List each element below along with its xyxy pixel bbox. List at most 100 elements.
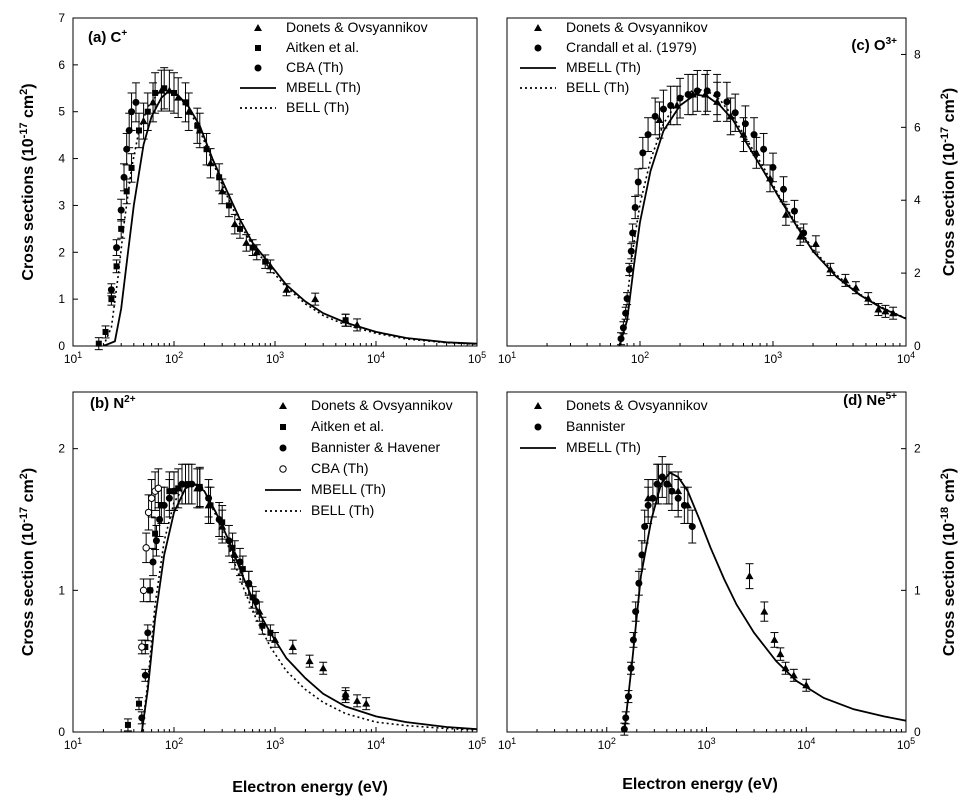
legend-triangle — [254, 24, 262, 31]
legend-label: BELL (Th) — [286, 99, 349, 115]
data-point-triangle — [288, 643, 297, 650]
x-tick-label: 105 — [468, 736, 486, 752]
data-point-circle — [152, 537, 160, 545]
data-point-square — [124, 721, 131, 728]
data-point-triangle — [230, 220, 239, 228]
data-point-circle — [635, 579, 643, 587]
data-point-circle — [625, 265, 633, 273]
x-tick-label: 103 — [764, 350, 782, 366]
data-point-circle — [780, 185, 788, 193]
data-point-triangle — [726, 112, 735, 120]
data-point-square — [118, 225, 125, 232]
legend-circle — [254, 64, 262, 72]
data-point-circle — [651, 112, 659, 120]
x-tick-label: 103 — [266, 736, 284, 752]
y-tick-label: 2 — [58, 245, 65, 259]
legend-label: MBELL (Th) — [286, 79, 361, 95]
x-tick-label: 104 — [897, 350, 915, 366]
x-tick-label: 101 — [64, 736, 82, 752]
data-point-triangle — [353, 696, 362, 704]
x-tick-label: 104 — [367, 350, 385, 366]
x-tick-label: 105 — [897, 736, 915, 752]
data-point-square — [102, 328, 109, 335]
data-point-open-circle — [144, 508, 153, 517]
legend-square — [280, 424, 286, 430]
data-point-circle — [113, 244, 121, 252]
data-point-circle — [790, 207, 798, 215]
data-point-square — [225, 202, 232, 209]
data-point-circle — [659, 105, 667, 113]
y-tick-label: 4 — [58, 152, 65, 166]
data-point-triangle — [781, 210, 790, 218]
x-tick-label: 105 — [468, 350, 486, 366]
data-point-open-circle — [147, 494, 156, 502]
legend-label: Bannister & Havener — [311, 439, 441, 455]
panel-3: 101 102 103 104 105 0 1 2 Cross section (10-17 c… — [18, 391, 486, 752]
data-point-triangle — [811, 239, 820, 247]
legend-triangle — [534, 402, 542, 409]
xlabel-b: Electron energy (eV) — [622, 776, 778, 793]
data-point-triangle — [655, 116, 664, 124]
data-point-triangle — [311, 295, 320, 303]
data-point-triangle — [319, 664, 328, 672]
y-tick-label: 1 — [914, 583, 921, 597]
data-point-circle — [128, 108, 136, 116]
series-line-dotted — [618, 88, 906, 346]
data-point-triangle — [305, 657, 314, 665]
legend-label: Crandall et al. (1979) — [566, 39, 697, 55]
data-point-circle — [688, 523, 696, 531]
panel-1: 101 102 103 104 105 0 1 2 3 4 5 6 7 Cross sections (1… — [18, 11, 486, 366]
data-point-circle — [641, 523, 649, 531]
data-point-triangle — [362, 699, 371, 707]
y-tick-label: 0 — [58, 339, 65, 353]
data-point-circle — [667, 101, 675, 109]
y-tick-label: 2 — [58, 442, 65, 456]
data-point-square — [342, 317, 349, 324]
panel-label: (a) C+ — [88, 28, 127, 46]
data-point-triangle — [776, 650, 785, 658]
data-point-circle — [684, 91, 692, 99]
data-point-triangle — [760, 607, 769, 615]
data-point-square — [194, 122, 201, 129]
y-tick-label: 4 — [914, 193, 921, 207]
legend-label: MBELL (Th) — [311, 481, 386, 497]
data-point-circle — [663, 480, 671, 488]
y-tick-label: 1 — [58, 292, 65, 306]
legend-triangle — [534, 24, 542, 31]
x-tick-label: 102 — [165, 350, 183, 366]
xlabel-a: Electron energy (eV) — [232, 779, 388, 796]
y-tick-label: 2 — [914, 266, 921, 280]
legend-label: CBA (Th) — [311, 460, 369, 476]
legend-label: BELL (Th) — [566, 79, 629, 95]
data-point-circle — [165, 494, 173, 502]
data-point-triangle — [255, 607, 264, 615]
legend-triangle — [279, 402, 287, 409]
data-point-circle — [644, 501, 652, 509]
data-point-square — [259, 622, 266, 629]
data-point-circle — [170, 487, 178, 495]
panel-label: (b) N2+ — [90, 394, 136, 412]
y-tick-label: 0 — [58, 725, 65, 739]
data-point-circle — [653, 480, 661, 488]
data-point-circle — [629, 229, 637, 237]
data-point-circle — [676, 94, 684, 102]
y-tick-label: 0 — [914, 339, 921, 353]
data-point-square — [108, 296, 115, 303]
data-point-triangle — [745, 572, 754, 580]
data-point-circle — [132, 98, 140, 106]
data-point-open-circle — [138, 643, 146, 651]
data-point-square — [144, 108, 151, 115]
legend-label: MBELL (Th) — [566, 439, 641, 455]
data-point-open-circle — [142, 544, 150, 552]
y-axis-label: Cross section (10-17 cm2) — [939, 88, 958, 276]
data-point-circle — [120, 173, 128, 181]
y-tick-label: 1 — [58, 583, 65, 597]
data-point-triangle — [874, 305, 883, 313]
data-point-square — [236, 225, 243, 232]
data-point-triangle — [752, 148, 761, 156]
x-tick-label: 101 — [64, 350, 82, 366]
data-point-circle — [634, 178, 642, 186]
y-axis-label: Cross section (10-17 cm2) — [18, 468, 37, 656]
legend-circle — [534, 423, 542, 431]
